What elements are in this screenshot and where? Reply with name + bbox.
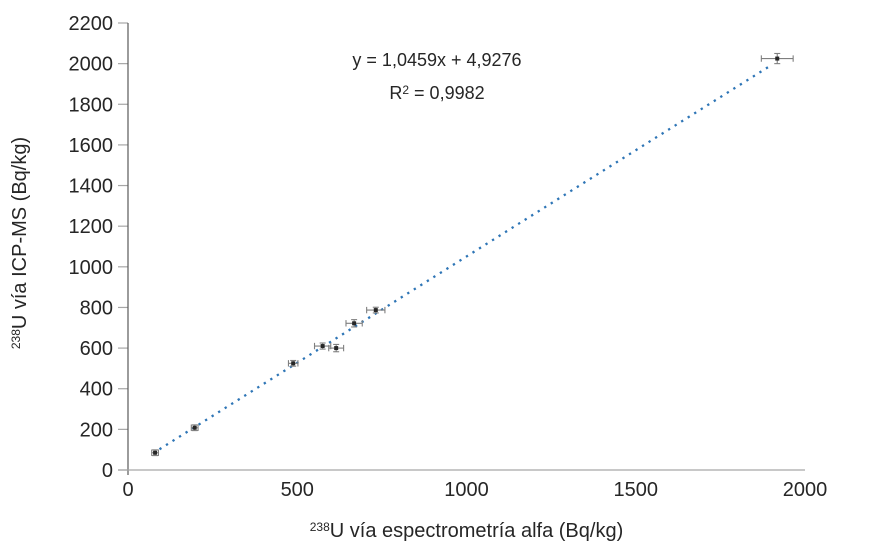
data-point-marker: [352, 321, 357, 326]
trendline: [158, 64, 771, 451]
y-axis-tick-label: 400: [80, 379, 113, 401]
y-axis-title-isotope: 238: [9, 329, 23, 350]
data-point-marker: [192, 425, 197, 430]
y-axis-tick-label: 600: [80, 338, 113, 360]
y-axis-tick-label: 1400: [69, 176, 114, 198]
data-point-marker: [291, 361, 296, 366]
r-squared-base: R: [389, 83, 403, 103]
y-axis-tick-label: 200: [80, 419, 113, 441]
r-squared-value: R2 = 0,9982: [329, 83, 545, 104]
x-axis-tick-label: 1500: [614, 479, 659, 501]
x-axis-tick-label: 2000: [783, 479, 828, 501]
y-axis-tick-label: 2000: [69, 54, 114, 76]
y-axis-tick-label: 1800: [69, 94, 114, 116]
y-axis-title: 238U vía ICP-MS (Bq/kg): [9, 18, 33, 468]
x-axis-title-text: U vía espectrometría alfa (Bq/kg): [329, 520, 624, 542]
y-axis-tick-label: 2200: [69, 13, 114, 35]
x-axis-tick-label: 1000: [444, 479, 489, 501]
x-axis-title-isotope: 238: [309, 520, 330, 534]
y-axis-tick-label: 800: [80, 297, 113, 319]
y-axis-tick-label: 0: [102, 460, 113, 482]
equation-text: y = 1,0459x + 4,9276: [352, 50, 522, 70]
y-axis-tick-label: 1000: [69, 257, 114, 279]
trendline-equation: y = 1,0459x + 4,9276: [329, 50, 545, 71]
data-point-marker: [334, 346, 339, 351]
r-squared-rest: = 0,9982: [409, 83, 485, 103]
x-axis-title: 238U vía espectrometría alfa (Bq/kg): [128, 520, 805, 543]
data-point-marker: [373, 308, 378, 313]
y-axis-tick-label: 1600: [69, 135, 114, 157]
r-squared-sup: 2: [402, 83, 410, 97]
x-axis-tick-label: 500: [281, 479, 314, 501]
y-axis-tick-label: 1200: [69, 216, 114, 238]
data-point-marker: [153, 450, 158, 455]
data-point-marker: [775, 56, 780, 61]
data-point-marker: [320, 344, 325, 349]
x-axis-tick-label: 0: [122, 479, 133, 501]
y-axis-title-text: U vía ICP-MS (Bq/kg): [9, 136, 31, 330]
